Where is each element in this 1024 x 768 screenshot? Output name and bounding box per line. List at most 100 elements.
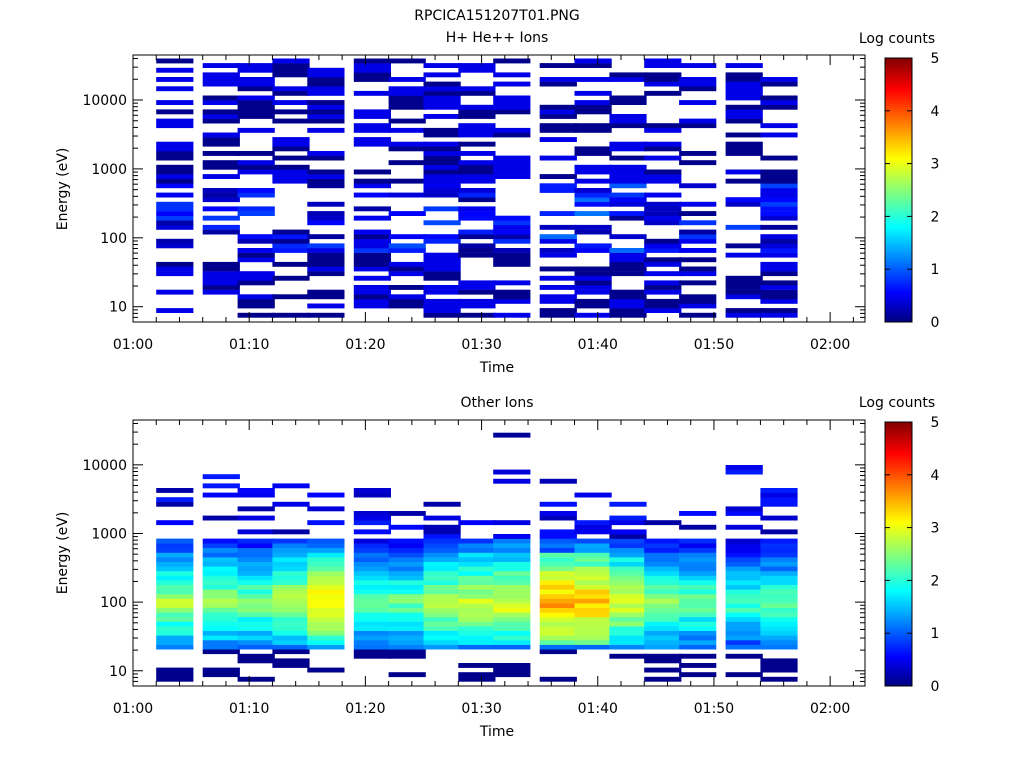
heatmap-cell: [493, 58, 531, 64]
heatmap-cell: [423, 252, 461, 258]
heatmap-cell: [458, 206, 496, 212]
heatmap-cell: [609, 95, 647, 101]
heatmap-cell: [156, 635, 194, 641]
heatmap-cell: [539, 676, 577, 682]
heatmap-cell: [272, 243, 310, 249]
heatmap-cell: [202, 644, 240, 650]
heatmap-cell: [574, 557, 612, 562]
heatmap-cell: [307, 243, 345, 249]
heatmap-cell: [679, 524, 717, 530]
heatmap-cell: [458, 584, 496, 590]
heatmap-cell: [760, 100, 798, 105]
heatmap-cell: [237, 248, 275, 253]
heatmap-cell: [156, 67, 194, 73]
heatmap-cell: [156, 211, 194, 216]
heatmap-cell: [644, 520, 682, 526]
heatmap-cell: [644, 543, 682, 549]
heatmap-cell: [493, 298, 531, 304]
colorbar-ticks: 0 1 2 3 4 5: [885, 51, 940, 331]
heatmap-cell: [272, 547, 310, 553]
heatmap-cell: [307, 644, 345, 650]
heatmap-cell: [202, 570, 240, 576]
heatmap-cell: [388, 511, 426, 516]
heatmap-cell: [458, 607, 496, 613]
heatmap-cell: [388, 584, 426, 590]
heatmap-cell: [609, 603, 647, 608]
heatmap-cell: [493, 584, 531, 590]
heatmap-cell: [644, 557, 682, 562]
heatmap-cell: [237, 552, 275, 558]
heatmap-cell: [574, 63, 612, 68]
heatmap-cell: [458, 520, 496, 526]
heatmap-cell: [574, 151, 612, 156]
heatmap-cell: [388, 543, 426, 549]
heatmap-cell: [539, 123, 577, 129]
heatmap-cell: [725, 141, 763, 147]
colorbar-tick-label: 2: [931, 209, 940, 225]
heatmap-cell: [272, 584, 310, 590]
heatmap-cell: [760, 289, 798, 295]
heatmap-cell: [307, 635, 345, 641]
heatmap-cell: [493, 104, 531, 110]
heatmap-cell: [272, 109, 310, 115]
heatmap-cell: [423, 552, 461, 558]
heatmap-cell: [458, 114, 496, 119]
heatmap-cell: [725, 109, 763, 115]
heatmap-cell: [539, 593, 577, 599]
heatmap-cell: [423, 174, 461, 179]
heatmap-cell: [539, 63, 577, 68]
heatmap-cell: [574, 197, 612, 203]
heatmap-cell: [307, 151, 345, 156]
heatmap-cell: [458, 630, 496, 636]
heatmap-cell: [574, 123, 612, 129]
heatmap-cell: [609, 271, 647, 277]
heatmap-cell: [644, 607, 682, 613]
heatmap-cell: [388, 77, 426, 82]
heatmap-cell: [237, 127, 275, 133]
heatmap-cell: [574, 303, 612, 309]
heatmap-cell: [574, 566, 612, 572]
heatmap-cell: [156, 488, 194, 493]
heatmap-cell: [725, 621, 763, 627]
heatmap-cell: [458, 63, 496, 68]
heatmap-cell: [458, 104, 496, 110]
heatmap-cell: [156, 174, 194, 179]
colorbar-tick-label: 4: [931, 104, 940, 120]
heatmap-cell: [423, 598, 461, 604]
heatmap-cell: [237, 598, 275, 604]
heatmap-cell: [539, 557, 577, 562]
heatmap-cell: [202, 640, 240, 645]
heatmap-cell: [237, 603, 275, 608]
heatmap-cell: [237, 188, 275, 193]
heatmap-cell: [156, 308, 194, 313]
heatmap-cell: [202, 174, 240, 179]
colorbar-tick-label: 4: [931, 468, 940, 484]
heatmap-cell: [237, 252, 275, 258]
heatmap-cell: [307, 561, 345, 567]
heatmap-cell: [237, 593, 275, 599]
heatmap-cell: [423, 621, 461, 627]
heatmap-cell: [493, 520, 531, 526]
heatmap-cell: [725, 289, 763, 295]
heatmap-cell: [388, 616, 426, 622]
heatmap-cell: [202, 261, 240, 267]
heatmap-cell: [493, 248, 531, 253]
heatmap-cell: [760, 95, 798, 101]
heatmap-cell: [307, 566, 345, 572]
heatmap-cell: [353, 206, 391, 212]
heatmap-cell: [458, 616, 496, 622]
heatmap-cell: [725, 252, 763, 258]
heatmap-cell: [539, 584, 577, 590]
heatmap-cell: [156, 580, 194, 585]
heatmap-cell: [493, 127, 531, 133]
heatmap-cell: [458, 561, 496, 567]
heatmap-cell: [307, 580, 345, 585]
heatmap-cell: [353, 653, 391, 659]
heatmap-cell: [574, 243, 612, 249]
heatmap-cell: [423, 151, 461, 156]
heatmap-cell: [725, 524, 763, 530]
heatmap-cell: [539, 626, 577, 631]
heatmap-cell: [307, 630, 345, 636]
heatmap-cell: [760, 215, 798, 221]
heatmap-cell: [493, 289, 531, 295]
